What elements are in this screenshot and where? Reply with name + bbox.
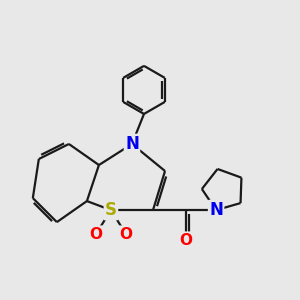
Text: S: S bbox=[105, 201, 117, 219]
Text: O: O bbox=[89, 226, 102, 242]
Text: O: O bbox=[180, 232, 193, 247]
Text: N: N bbox=[125, 135, 139, 153]
Text: N: N bbox=[209, 201, 223, 219]
Text: O: O bbox=[119, 226, 133, 242]
